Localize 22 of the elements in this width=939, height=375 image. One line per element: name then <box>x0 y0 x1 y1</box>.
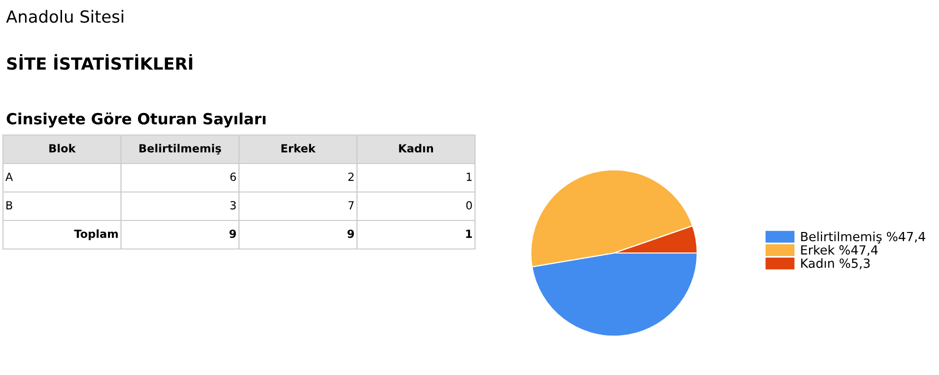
category-label: Erkek <box>281 144 316 152</box>
data-label: 9 <box>347 230 354 238</box>
legend-label: Erkek %47,4 <box>801 244 878 256</box>
text: B <box>6 201 12 210</box>
data-label: 6 <box>230 172 236 181</box>
data-label: 0 <box>466 201 472 210</box>
category-label: Kadın <box>399 144 434 152</box>
text: Cinsiyete Göre Oturan Sayıları <box>6 112 266 128</box>
data-label: 9 <box>229 230 236 238</box>
text: SİTE İSTATİSTİKLERİ <box>7 54 192 70</box>
data-label: 3 <box>230 201 236 210</box>
data-label: 2 <box>348 172 354 181</box>
series-label: Toplam <box>74 229 118 240</box>
text: Anadolu Sitesi <box>6 10 124 23</box>
data-label: 7 <box>348 201 354 210</box>
legend-label: Kadın %5,3 <box>801 258 870 270</box>
data-label: 1 <box>466 172 472 181</box>
data-label: 1 <box>466 230 472 238</box>
legend-label: Belirtilmemiş %47,4 <box>801 232 926 244</box>
category-label: Belirtilmemiş <box>139 144 222 154</box>
text: A <box>5 172 13 181</box>
text: Blok <box>49 144 76 152</box>
